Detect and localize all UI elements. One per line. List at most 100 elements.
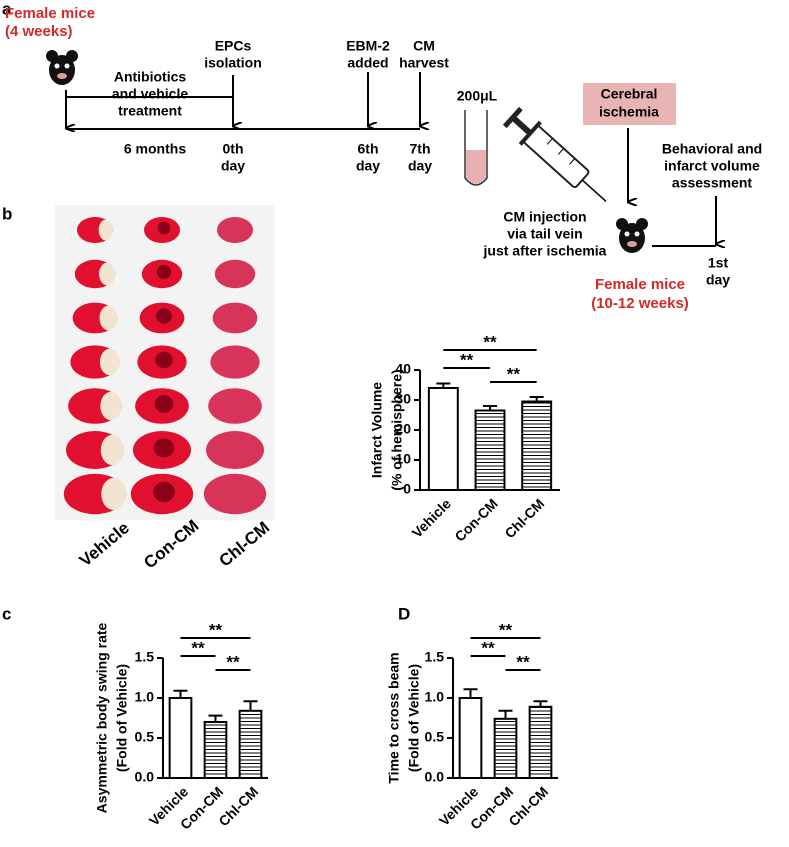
bar (521, 400, 553, 491)
ischemia-box (583, 83, 676, 125)
x-tick-label: Con-CM (451, 495, 500, 544)
event-label: CM (413, 38, 435, 54)
y-tick-label: 0.0 (425, 769, 445, 785)
y-tick-label: 0.0 (135, 769, 155, 785)
group-label: Vehicle (76, 518, 133, 570)
mouse-label: (10-12 weeks) (591, 295, 689, 312)
x-tick-label: Chl-CM (215, 783, 261, 829)
brain-slice (217, 217, 253, 243)
infarct (153, 438, 175, 458)
y-tick-label: 0.5 (135, 729, 155, 745)
bar (474, 409, 506, 491)
infarct (98, 219, 114, 241)
mouse-label: Female mice (5, 5, 95, 22)
bar (528, 705, 553, 779)
treatment-label: treatment (118, 103, 182, 119)
significance-label: ** (481, 638, 495, 657)
y-tick-label: 0 (403, 481, 411, 497)
day-label: day (408, 158, 432, 174)
day-label: 6th (358, 141, 379, 157)
significance-label: ** (460, 350, 474, 369)
y-tick-label: 1.5 (425, 649, 445, 665)
significance-label: ** (507, 364, 521, 383)
day-label: 1st (708, 255, 729, 271)
brain-slice (208, 388, 262, 424)
bar (458, 697, 483, 779)
injection-label: CM injection (503, 209, 586, 225)
error-bar (173, 689, 188, 698)
injection-label: via tail vein (507, 226, 582, 242)
assessment-label: infarct volume (664, 158, 760, 174)
panel-label: a (2, 0, 12, 18)
volume-label: 200μL (457, 88, 498, 104)
y-tick-label: 40 (395, 361, 411, 377)
significance-label: ** (226, 652, 240, 671)
y-axis-label: (Fold of Vehicle) (114, 664, 130, 772)
treatment-label: and vehicle (112, 86, 188, 102)
event-label: isolation (204, 55, 262, 71)
day-label: day (706, 272, 730, 288)
injection-label: just after ischemia (483, 243, 607, 259)
event-label: added (347, 55, 388, 71)
mouse-label: Female mice (595, 276, 685, 293)
day-label: day (221, 158, 245, 174)
bar (238, 709, 263, 779)
error-bar (463, 688, 478, 698)
y-axis-label: Infarct Volume (369, 382, 385, 478)
error-bar (436, 382, 451, 388)
significance-label: ** (209, 620, 223, 639)
infarct (155, 351, 173, 369)
error-bar (529, 396, 544, 402)
y-tick-label: 1.0 (425, 689, 445, 705)
infarct (153, 481, 175, 503)
significance-label: ** (516, 652, 530, 671)
mouse-icon (616, 218, 648, 253)
syringe-icon (502, 106, 607, 203)
panel-label: c (2, 604, 11, 623)
error-bar (533, 700, 548, 707)
assessment-label: assessment (672, 175, 753, 191)
brain-slice (212, 302, 258, 334)
y-tick-label: 1.0 (135, 689, 155, 705)
duration-label: 6 months (124, 141, 186, 157)
y-tick-label: 10 (395, 451, 411, 467)
tube-icon (464, 110, 488, 186)
error-bar (208, 714, 223, 722)
event-label: harvest (399, 55, 449, 71)
error-bar (243, 700, 258, 711)
error-bar (498, 709, 513, 719)
panel-label: b (2, 204, 12, 223)
day-label: 0th (223, 141, 244, 157)
infarct (156, 308, 172, 324)
day-label: 7th (410, 141, 431, 157)
infarct (156, 264, 172, 280)
mouse-label: (4 weeks) (5, 23, 73, 40)
y-tick-label: 0.5 (425, 729, 445, 745)
brain-photos (63, 217, 267, 515)
panel-label: D (398, 604, 410, 623)
treatment-label: Antibiotics (114, 69, 187, 85)
infarct (99, 348, 120, 376)
x-tick-label: Chl-CM (505, 783, 551, 829)
x-tick-label: Vehicle (409, 495, 455, 541)
brain-slice (210, 345, 260, 379)
brain-slice (214, 259, 256, 289)
event-label: EPCs (215, 38, 252, 54)
bar (168, 697, 193, 779)
significance-label: ** (191, 638, 205, 657)
brain-slice (203, 473, 267, 515)
assessment-label: Behavioral and (662, 141, 762, 157)
infarct (99, 262, 116, 286)
bar (493, 717, 518, 779)
x-tick-label: Chl-CM (501, 495, 547, 541)
group-label: Chl-CM (215, 518, 273, 571)
brain-slice (206, 431, 264, 469)
significance-label: ** (499, 620, 513, 639)
ischemia-label: Cerebral (601, 86, 658, 102)
layout (46, 50, 716, 520)
infarct (100, 391, 122, 421)
bar (203, 721, 228, 779)
y-tick-label: 20 (395, 421, 411, 437)
y-axis-label: (% of hemisphere) (389, 369, 405, 490)
